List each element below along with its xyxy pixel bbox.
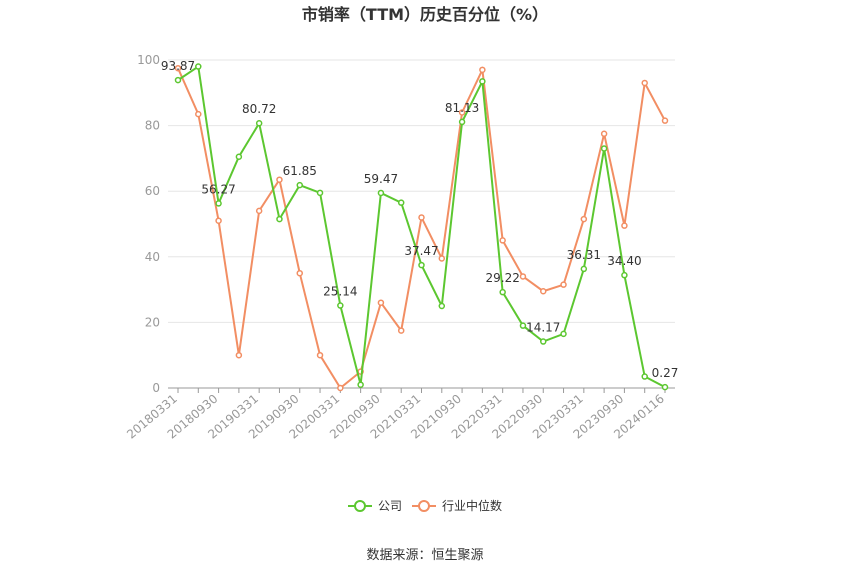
data-label: 80.72 (242, 102, 276, 116)
point-company (621, 271, 628, 279)
point-company (458, 118, 466, 126)
data-label: 81.13 (445, 101, 479, 115)
y-tick-label: 80 (145, 119, 160, 133)
point-company (519, 322, 527, 329)
point-industry-median (235, 351, 243, 359)
point-industry-median (560, 281, 567, 288)
data-label: 34.40 (607, 254, 641, 268)
data-label: 61.85 (283, 164, 317, 178)
point-company (641, 373, 648, 380)
data-label: 59.47 (364, 172, 398, 186)
legend[interactable]: 公司 行业中位数 (348, 498, 502, 513)
y-tick-label: 60 (145, 184, 160, 198)
point-industry-median (215, 217, 222, 224)
gridlines (168, 59, 675, 323)
legend-label-industry-median: 行业中位数 (442, 498, 502, 513)
point-industry-median (195, 110, 202, 118)
point-industry-median (276, 176, 283, 183)
point-industry-median (540, 287, 547, 295)
data-label: 37.47 (404, 244, 438, 258)
point-company (195, 63, 202, 70)
point-industry-median (174, 64, 182, 72)
chart-title: 市销率（TTM）历史百分位（%） (302, 5, 548, 24)
point-industry-median (641, 79, 648, 87)
point-company (357, 381, 364, 388)
point-company (479, 78, 486, 85)
point-company (316, 189, 324, 197)
point-company (215, 200, 222, 207)
data-label: 29.22 (485, 271, 519, 285)
data-label: 14.17 (526, 321, 560, 335)
point-company (540, 338, 547, 345)
point-company (174, 76, 182, 84)
point-company (600, 145, 608, 152)
point-industry-median (661, 117, 669, 124)
point-industry-median (316, 351, 324, 359)
point-company (235, 153, 243, 161)
point-company (276, 215, 283, 223)
point-company (661, 383, 669, 391)
data-source: 数据来源：恒生聚源 (366, 548, 483, 563)
point-company (255, 119, 263, 127)
legend-marker-company (354, 500, 366, 512)
point-industry-median (337, 384, 344, 392)
point-company (418, 261, 425, 269)
point-company (499, 288, 506, 296)
point-industry-median (499, 237, 506, 244)
data-label: 56.27 (201, 182, 235, 196)
point-industry-median (377, 299, 385, 306)
y-tick-label: 0 (152, 381, 160, 395)
legend-label-company: 公司 (378, 499, 402, 513)
point-industry-median (479, 66, 486, 74)
point-company (580, 265, 588, 273)
data-label: 25.14 (323, 285, 357, 299)
point-industry-median (621, 222, 628, 229)
y-tick-label: 20 (145, 315, 160, 329)
point-company (560, 330, 567, 338)
data-label: 0.27 (652, 366, 679, 380)
point-company (377, 189, 385, 197)
y-tick-label: 100 (137, 53, 160, 67)
data-labels: 93.87 56.27 80.72 61.85 25.14 59.47 37.47 81.13… (161, 59, 679, 380)
legend-item-industry-median[interactable]: 行业中位数 (412, 498, 502, 513)
point-company (296, 181, 303, 189)
point-industry-median (255, 207, 263, 215)
point-industry-median (580, 215, 588, 223)
point-industry-median (519, 273, 527, 280)
series-layer (174, 63, 669, 392)
point-industry-median (296, 269, 303, 277)
point-industry-median (438, 255, 446, 262)
point-industry-median (600, 130, 608, 138)
point-industry-median (397, 327, 405, 334)
point-company (337, 302, 344, 309)
data-label: 93.87 (161, 59, 195, 73)
point-industry-median (418, 214, 425, 221)
point-industry-median (458, 109, 466, 116)
point-company (397, 199, 405, 206)
point-company (438, 302, 446, 310)
legend-item-company[interactable]: 公司 (348, 499, 402, 513)
legend-marker-industry-median (418, 500, 430, 512)
y-tick-label: 40 (145, 250, 160, 264)
data-label: 36.31 (567, 248, 601, 262)
